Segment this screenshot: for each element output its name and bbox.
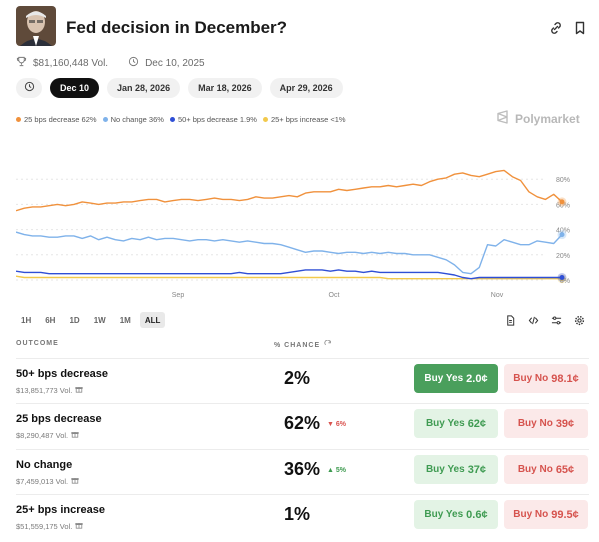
legend-item: 25 bps decrease 62% [16, 115, 97, 124]
y-tick-label: 80% [556, 177, 570, 184]
series-line [16, 169, 563, 212]
x-tick-label: Oct [329, 292, 340, 299]
legend-dot [16, 117, 21, 122]
range-1w[interactable]: 1W [93, 315, 106, 325]
market-header: Fed decision in December? [16, 6, 586, 50]
outcome-name: 50+ bps decrease [16, 368, 109, 380]
y-tick-label: 60% [556, 202, 570, 209]
market-title: Fed decision in December? [66, 18, 288, 37]
chance-column-header[interactable]: % CHANCE [274, 339, 332, 350]
price-chart[interactable]: 80% 60% 40% 20% 0% Sep Oct Nov [16, 140, 586, 305]
row-divider [16, 403, 589, 404]
outcome-volume: $13,851,773 Vol. [16, 385, 83, 395]
legend-dot [169, 117, 175, 122]
range-1d[interactable]: 1D [69, 315, 80, 325]
outcome-name: No change [16, 459, 73, 471]
chart-legend: 25 bps decrease 62% No change 36% 50+ bp… [16, 115, 346, 124]
chance-delta: ▲ 5% [327, 467, 347, 474]
legend-item: 50+ bps decrease 1.9% [169, 115, 257, 124]
buy-no-button[interactable]: Buy No 99.5¢ [504, 500, 588, 529]
gift-icon [75, 521, 83, 531]
outcome-row[interactable]: 25+ bps increase $51,559,175 Vol. 1% Buy… [0, 494, 599, 540]
series-end-point [559, 199, 565, 205]
y-tick-label: 20% [556, 253, 570, 260]
outcome-chance: 2% [284, 368, 311, 388]
outcome-volume: $8,290,487 Vol. [16, 430, 79, 440]
range-6h[interactable]: 6H [45, 315, 56, 325]
date-tabs: Dec 10 Jan 28, 2026 Mar 18, 2026 Apr 29,… [16, 78, 343, 98]
x-tick-label: Nov [491, 292, 504, 299]
x-tick-label: Sep [172, 292, 185, 299]
date-tab-jan-28[interactable]: Jan 28, 2026 [107, 78, 181, 98]
y-tick-label: 40% [556, 228, 570, 235]
code-icon[interactable] [528, 313, 539, 325]
row-divider [16, 494, 589, 495]
buy-yes-button[interactable]: Buy Yes 0.6¢ [414, 500, 498, 529]
gear-icon[interactable] [574, 313, 585, 326]
history-button[interactable] [16, 78, 42, 98]
link-icon[interactable] [548, 20, 564, 36]
outcome-chance: 36% [284, 459, 321, 479]
time-range-selector: 1H 6H 1D 1W 1M ALL [16, 312, 166, 328]
date-tab-dec-10[interactable]: Dec 10 [50, 78, 100, 98]
series-end-point [559, 232, 565, 238]
chart-tools [505, 313, 585, 326]
outcome-row[interactable]: 25 bps decrease $8,290,487 Vol. 62% ▼ 6%… [0, 403, 599, 449]
buy-yes-button[interactable]: Buy Yes 62¢ [414, 409, 498, 438]
chance-delta: ▼ 6% [327, 421, 347, 428]
date-tab-mar-18[interactable]: Mar 18, 2026 [188, 78, 262, 98]
outcome-volume: $51,559,175 Vol. [16, 521, 83, 531]
outcome-row[interactable]: 50+ bps decrease $13,851,773 Vol. 2% Buy… [0, 358, 599, 404]
outcome-name: 25 bps decrease [16, 413, 102, 425]
gift-icon [75, 385, 83, 395]
gift-icon [71, 476, 79, 486]
range-all[interactable]: ALL [139, 312, 166, 328]
outcome-column-header: OUTCOME [16, 340, 59, 347]
arrow-down-icon: ▼ [327, 421, 334, 428]
row-divider [16, 449, 589, 450]
bookmark-icon[interactable] [572, 20, 588, 36]
buy-no-button[interactable]: Buy No 39¢ [504, 409, 588, 438]
buy-no-button[interactable]: Buy No 98.1¢ [504, 364, 588, 393]
document-icon[interactable] [505, 313, 516, 326]
polymarket-logo: Polymarket [496, 110, 580, 127]
polymarket-icon [496, 110, 510, 127]
market-volume: $81,160,448 Vol. [33, 57, 109, 69]
market-date: Dec 10, 2025 [145, 57, 205, 69]
clock-icon [128, 56, 139, 70]
outcome-chance: 1% [284, 504, 311, 524]
market-meta: $81,160,448 Vol. Dec 10, 2025 [16, 56, 205, 70]
y-tick-label: 0% [560, 278, 570, 285]
legend-item: 25+ bps increase <1% [262, 115, 346, 124]
gift-icon [71, 430, 79, 440]
outcome-volume: $7,459,013 Vol. [16, 476, 79, 486]
legend-item: No change 36% [102, 115, 164, 124]
row-divider [16, 358, 589, 359]
outcome-row[interactable]: No change $7,459,013 Vol. 36% ▲ 5% Buy Y… [0, 449, 599, 495]
buy-no-button[interactable]: Buy No 65¢ [504, 455, 588, 484]
trophy-icon [16, 56, 27, 70]
series-line [16, 269, 562, 280]
outcome-chance: 62% [284, 413, 321, 433]
series-end-point [559, 274, 565, 280]
buy-yes-button[interactable]: Buy Yes 2.0¢ [414, 364, 498, 393]
sliders-icon[interactable] [551, 313, 562, 325]
history-icon [24, 79, 35, 97]
refresh-icon [324, 339, 332, 350]
date-tab-apr-29[interactable]: Apr 29, 2026 [269, 78, 343, 98]
range-1m[interactable]: 1M [119, 315, 131, 325]
range-1h[interactable]: 1H [21, 315, 32, 325]
arrow-up-icon: ▲ [327, 467, 334, 474]
legend-dot [102, 117, 108, 122]
legend-dot [262, 117, 268, 122]
series-line [16, 231, 563, 275]
market-avatar [16, 6, 56, 46]
buy-yes-button[interactable]: Buy Yes 37¢ [414, 455, 498, 484]
outcome-name: 25+ bps increase [16, 504, 105, 516]
